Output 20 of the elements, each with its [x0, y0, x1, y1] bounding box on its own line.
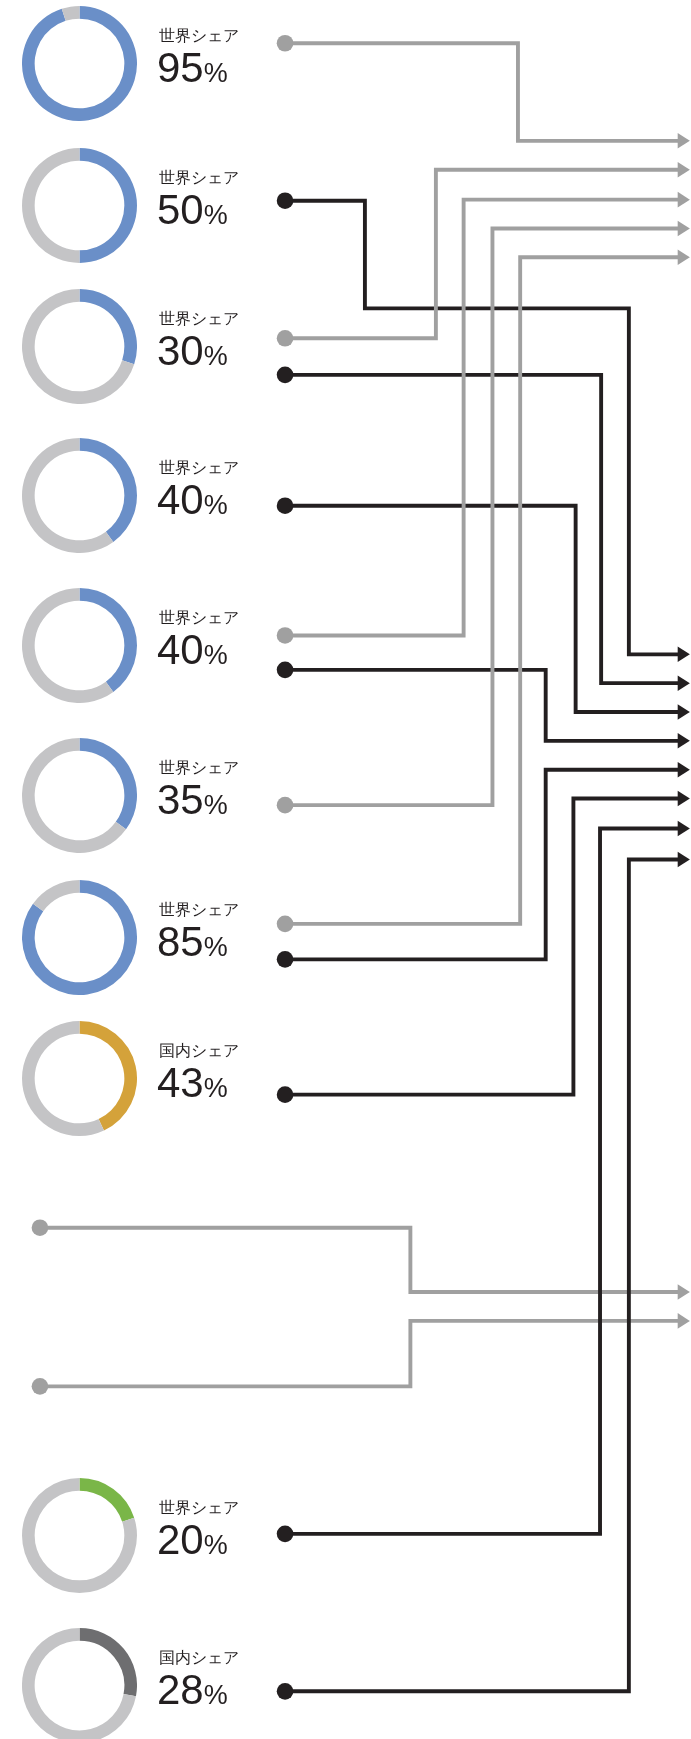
text: 国内シェア	[159, 1041, 239, 1062]
data-label: 35%	[157, 775, 228, 825]
data-label: 40%	[157, 625, 228, 675]
data-label: 30%	[157, 327, 228, 377]
data-label: 95%	[157, 43, 228, 93]
data-label: 50%	[157, 185, 228, 235]
text: 世界シェア	[159, 167, 239, 188]
text: 世界シェア	[159, 757, 239, 778]
data-label: 85%	[157, 917, 228, 967]
text: 世界シェア	[159, 899, 239, 920]
text: 世界シェア	[159, 607, 239, 628]
data-label: 28%	[157, 1666, 228, 1716]
text: 国内シェア	[159, 1648, 239, 1669]
text: 世界シェア	[159, 1498, 239, 1519]
data-label: 40%	[157, 476, 228, 526]
data-label: 20%	[157, 1516, 228, 1566]
text: 世界シェア	[159, 309, 239, 330]
text: 世界シェア	[159, 458, 239, 479]
text: 世界シェア	[159, 25, 239, 46]
data-label: 43%	[157, 1059, 228, 1109]
